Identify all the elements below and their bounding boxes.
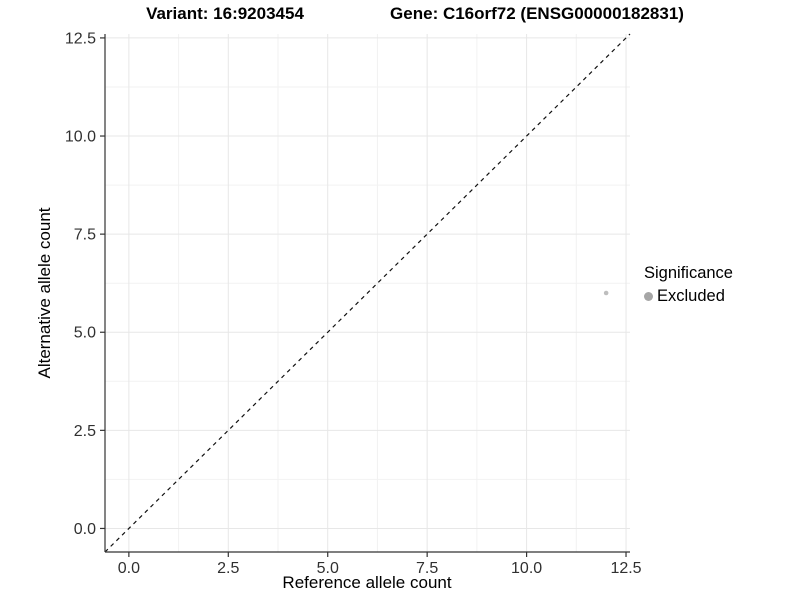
plot-title-variant: Variant: 16:9203454 [146,4,304,23]
x-tick-label: 2.5 [217,560,239,577]
x-tick-label: 7.5 [416,560,438,577]
y-tick-label: 10.0 [65,129,96,146]
legend-key-dot-icon [644,292,653,301]
legend-item-label: Excluded [657,287,725,305]
y-tick-label: 2.5 [74,423,96,440]
x-tick-label: 0.0 [118,560,140,577]
x-axis-label: Reference allele count [282,573,452,592]
identity-reference-line [104,33,631,553]
y-tick-label: 0.0 [74,521,96,538]
plot-title-gene: Gene: C16orf72 (ENSG00000182831) [390,4,684,23]
y-axis-label: Alternative allele count [35,207,54,379]
y-tick-label: 12.5 [65,30,96,47]
data-point-excluded [603,290,609,296]
legend-title: Significance [644,264,733,282]
x-tick-label: 10.0 [511,560,542,577]
x-tick-label: 5.0 [317,560,339,577]
legend-item-excluded: Excluded [644,287,733,306]
y-tick-label: 5.0 [74,325,96,342]
y-tick-label: 7.5 [74,227,96,244]
legend: Significance Excluded [644,264,733,306]
x-tick-label: 12.5 [610,560,641,577]
